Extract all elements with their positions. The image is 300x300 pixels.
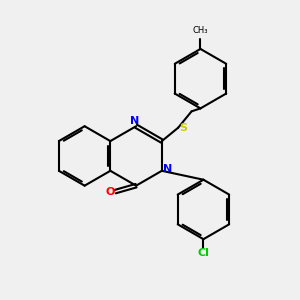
Text: N: N — [163, 164, 172, 174]
Text: N: N — [130, 116, 139, 126]
Text: S: S — [179, 123, 188, 133]
Text: CH₃: CH₃ — [193, 26, 208, 35]
Text: O: O — [105, 187, 115, 196]
Text: Cl: Cl — [197, 248, 209, 258]
